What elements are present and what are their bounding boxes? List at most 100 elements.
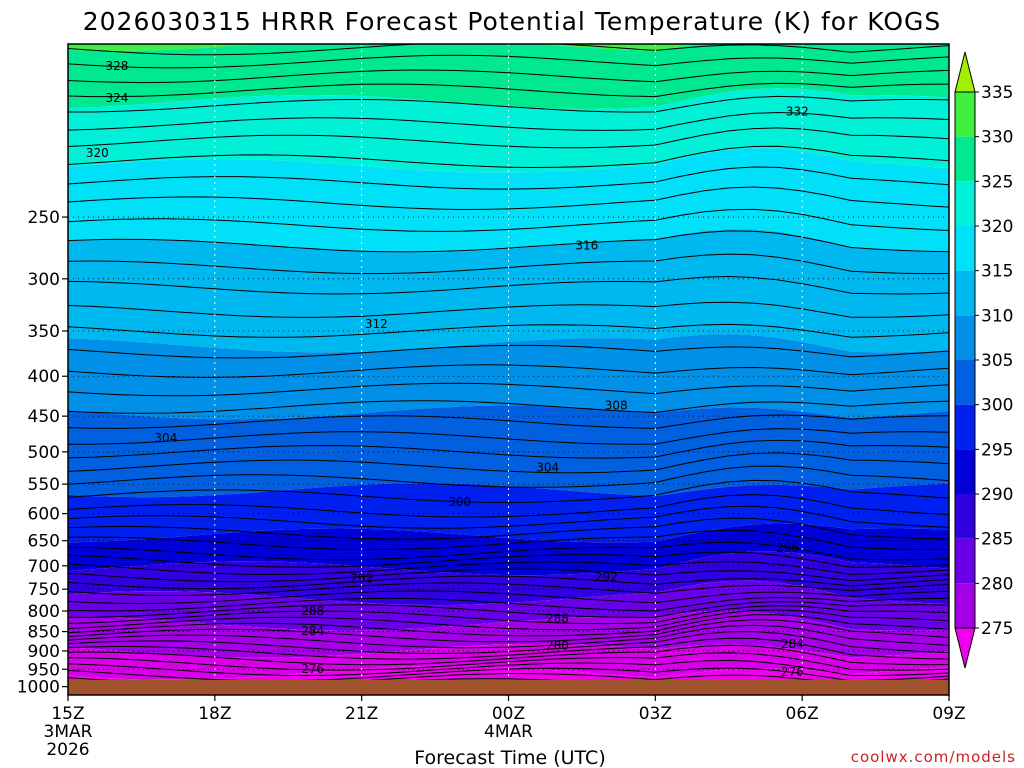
isentrope-line — [68, 619, 949, 643]
x-tick-label: 18Z — [198, 704, 231, 724]
contour-label: 288 — [546, 612, 569, 626]
colorbar-tick-label: 275 — [981, 619, 1013, 639]
isentrope-line — [68, 575, 949, 590]
contour-label: 276 — [301, 662, 324, 676]
contour-label: 276 — [781, 665, 804, 679]
x-tick-year: 2026 — [46, 740, 89, 760]
isentrope-line — [68, 614, 949, 637]
isentrope-line — [68, 551, 949, 568]
y-tick-label: 900 — [28, 642, 60, 662]
field-band — [68, 44, 949, 109]
field-band — [68, 334, 949, 420]
y-tick-label: 400 — [28, 367, 60, 387]
x-tick-label: 06Z — [786, 704, 819, 724]
terrain-strip — [68, 680, 949, 695]
y-tick-label: 1000 — [17, 678, 60, 698]
y-tick-label: 500 — [28, 443, 60, 463]
colorbar-tick-label: 280 — [981, 574, 1013, 594]
colorbar-extend-top — [954, 51, 976, 93]
contour-label: 312 — [365, 317, 388, 331]
contour-label: 292 — [350, 572, 373, 586]
field-band — [68, 610, 949, 658]
contour-label: 292 — [595, 570, 618, 584]
isentrope-line — [68, 568, 949, 583]
contour-label: 328 — [105, 59, 128, 73]
colorbar-segment — [955, 494, 975, 539]
contour-label: 296 — [776, 541, 799, 555]
colorbar-tick-label: 305 — [981, 351, 1013, 371]
contour-label: 320 — [86, 146, 109, 160]
colorbar-segment — [955, 92, 975, 137]
field-band — [68, 405, 949, 498]
y-tick-label: 850 — [28, 623, 60, 643]
colorbar-tick-label: 320 — [981, 217, 1013, 237]
isentrope-line — [68, 624, 949, 649]
colorbar-segment — [955, 270, 975, 316]
y-tick-label: 300 — [28, 270, 60, 290]
colorbar-tick-label: 325 — [981, 172, 1013, 192]
colorbar-tick-label: 310 — [981, 306, 1013, 326]
y-tick-label: 650 — [28, 532, 60, 552]
colorbar-tick-label: 295 — [981, 440, 1013, 460]
field-band — [68, 88, 949, 173]
y-tick-label: 800 — [28, 602, 60, 622]
contour-label: 332 — [786, 104, 809, 118]
x-tick-date: 4MAR — [484, 722, 533, 742]
isentrope-line — [68, 465, 949, 488]
pressure-axis: 2503003504004505005506006507007508008509… — [17, 208, 68, 698]
contour-label: 316 — [575, 239, 598, 253]
contour-labels: 328 324 320 332 316 312 308 304 304 300 296 292 292 2… — [86, 59, 809, 679]
colorbar: 335 330 325 320 315 310 305 300 295 290 285 280 275 — [954, 51, 1013, 669]
x-tick-label: 03Z — [639, 704, 672, 724]
isentrope-line — [68, 323, 949, 338]
colorbar-segment — [955, 404, 975, 450]
contour-label: 280 — [546, 638, 569, 652]
isentrope-line — [68, 186, 949, 211]
contour-label: 324 — [105, 91, 128, 105]
contour-label: 304 — [154, 431, 177, 445]
chart-title: 2026030315 HRRR Forecast Potential Tempe… — [83, 7, 942, 36]
y-tick-label: 750 — [28, 580, 60, 600]
isentrope-line — [68, 111, 949, 131]
isentrope-line — [68, 590, 949, 605]
colorbar-tick-label: 315 — [981, 262, 1013, 282]
y-tick-label: 950 — [28, 660, 60, 680]
field-band — [68, 44, 698, 51]
isentrope-line — [68, 414, 949, 429]
colorbar-extend-bottom — [954, 627, 976, 669]
colorbar-segment — [955, 136, 975, 182]
isentrope-line — [68, 609, 949, 631]
colorbar-segment — [955, 449, 975, 494]
isentrope-line — [68, 659, 949, 676]
colorbar-segment — [955, 315, 975, 360]
contour-label: 300 — [448, 495, 471, 509]
x-tick-date: 3MAR — [44, 722, 93, 742]
colorbar-tick-label: 300 — [981, 396, 1013, 416]
contour-label: 284 — [781, 637, 804, 651]
credit-text: coolwx.com/models — [851, 748, 1016, 766]
x-tick-label: 09Z — [932, 704, 965, 724]
isentrope-line — [68, 44, 949, 56]
field-band — [68, 580, 949, 631]
x-axis-label: Forecast Time (UTC) — [414, 747, 605, 768]
contour-label: 308 — [605, 398, 628, 412]
colorbar-tick-label: 330 — [981, 128, 1013, 148]
colorbar-segment — [955, 360, 975, 405]
x-tick-label: 15Z — [51, 704, 84, 724]
isentrope-line — [68, 505, 949, 529]
colorbar-segment — [955, 226, 975, 271]
colorbar-segment — [955, 181, 975, 226]
y-tick-label: 250 — [28, 208, 60, 228]
y-tick-label: 700 — [28, 557, 60, 577]
isentrope-line — [68, 652, 949, 671]
y-tick-label: 450 — [28, 407, 60, 427]
colorbar-tick-label: 335 — [981, 83, 1013, 103]
y-tick-label: 600 — [28, 505, 60, 525]
contour-label: 288 — [301, 604, 324, 618]
colorbar-segment — [955, 583, 975, 628]
y-tick-label: 350 — [28, 322, 60, 342]
colorbar-tick-label: 290 — [981, 485, 1013, 505]
isentrope-line — [68, 494, 949, 518]
